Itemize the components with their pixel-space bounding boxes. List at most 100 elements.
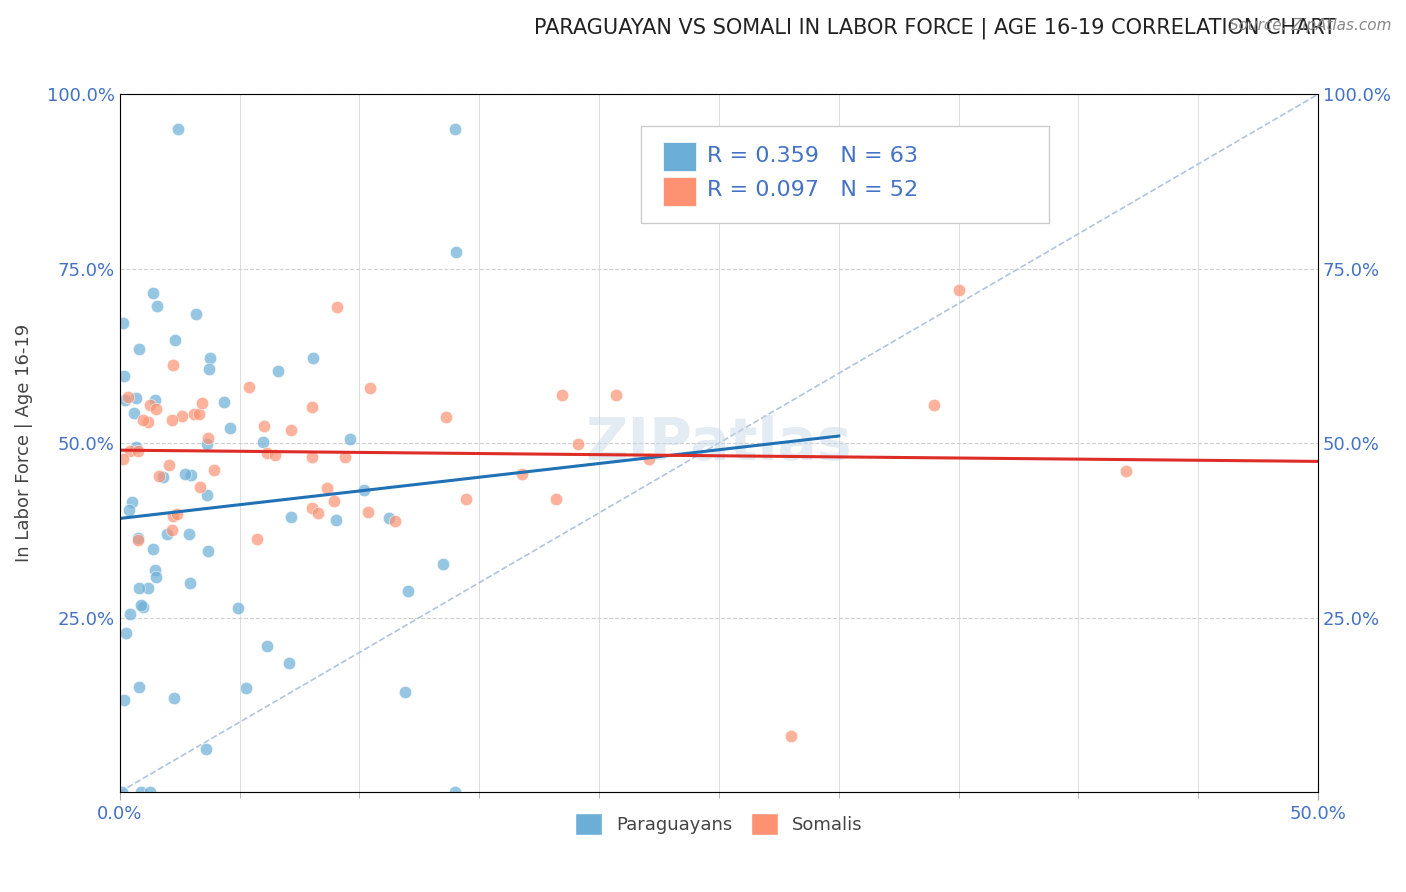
Point	[605, 388, 627, 402]
Y-axis label: In Labor Force | Age 16-19: In Labor Force | Age 16-19	[15, 324, 32, 562]
Point	[174, 467, 197, 481]
Point	[301, 351, 323, 365]
Point	[146, 299, 169, 313]
Point	[118, 607, 141, 621]
Point	[195, 488, 218, 502]
Point	[177, 526, 200, 541]
Point	[127, 532, 149, 546]
Point	[333, 450, 356, 464]
Legend: Paraguayans, Somalis: Paraguayans, Somalis	[568, 805, 870, 842]
Point	[117, 502, 139, 516]
Point	[359, 381, 381, 395]
Point	[253, 418, 276, 433]
Point	[219, 420, 242, 434]
Point	[198, 362, 221, 376]
Point	[184, 307, 207, 321]
Point	[139, 398, 162, 412]
Point	[280, 423, 302, 437]
Point	[432, 557, 454, 571]
Point	[139, 785, 162, 799]
Point	[238, 380, 260, 394]
Text: PARAGUAYAN VS SOMALI IN LABOR FORCE | AGE 16-19 CORRELATION CHART: PARAGUAYAN VS SOMALI IN LABOR FORCE | AG…	[534, 18, 1337, 39]
Text: Source: ZipAtlas.com: Source: ZipAtlas.com	[1229, 18, 1392, 33]
Point	[212, 395, 235, 409]
Point	[200, 351, 222, 365]
Point	[117, 390, 139, 404]
Point	[948, 283, 970, 297]
Point	[128, 680, 150, 694]
Point	[160, 413, 183, 427]
Point	[136, 415, 159, 429]
Point	[172, 409, 194, 423]
Point	[226, 601, 249, 615]
Point	[434, 410, 457, 425]
Point	[256, 445, 278, 459]
Point	[152, 470, 174, 484]
Point	[444, 244, 467, 259]
Point	[544, 492, 567, 507]
Point	[115, 625, 138, 640]
Point	[112, 369, 135, 384]
Point	[128, 342, 150, 356]
Text: R = 0.097   N = 52: R = 0.097 N = 52	[707, 180, 918, 201]
Bar	[662, 142, 696, 171]
Point	[195, 436, 218, 450]
Point	[118, 444, 141, 458]
Point	[188, 407, 211, 421]
Point	[162, 358, 184, 372]
Point	[638, 452, 661, 467]
Point	[163, 690, 186, 705]
Point	[127, 443, 149, 458]
Point	[129, 785, 152, 799]
Point	[162, 524, 184, 538]
Point	[256, 639, 278, 653]
Point	[114, 393, 136, 408]
Point	[252, 434, 274, 449]
Point	[510, 467, 533, 481]
Point	[111, 451, 134, 466]
Point	[322, 494, 344, 508]
Point	[454, 491, 477, 506]
Point	[167, 122, 190, 136]
Point	[132, 413, 155, 427]
Point	[112, 316, 135, 330]
Point	[194, 741, 217, 756]
Point	[142, 541, 165, 556]
Bar	[662, 177, 696, 206]
Point	[377, 511, 399, 525]
Point	[129, 598, 152, 612]
Point	[127, 533, 149, 547]
Point	[162, 508, 184, 523]
Point	[551, 388, 574, 402]
Point	[188, 480, 211, 494]
Point	[142, 285, 165, 300]
Point	[246, 532, 269, 546]
Point	[396, 583, 419, 598]
Point	[384, 514, 406, 528]
Point	[1115, 464, 1137, 478]
Point	[125, 391, 148, 405]
Point	[125, 440, 148, 454]
FancyBboxPatch shape	[641, 126, 1049, 223]
Point	[143, 563, 166, 577]
Point	[443, 785, 465, 799]
Point	[183, 407, 205, 421]
Point	[111, 785, 134, 799]
Point	[143, 392, 166, 407]
Point	[128, 582, 150, 596]
Point	[202, 462, 225, 476]
Text: R = 0.359   N = 63: R = 0.359 N = 63	[707, 145, 918, 166]
Point	[567, 437, 589, 451]
Point	[145, 570, 167, 584]
Point	[166, 507, 188, 521]
Point	[179, 576, 201, 591]
Point	[121, 494, 143, 508]
Point	[307, 506, 329, 520]
Text: ZIPatlas: ZIPatlas	[586, 415, 852, 472]
Point	[301, 401, 323, 415]
Point	[444, 122, 467, 136]
Point	[122, 406, 145, 420]
Point	[315, 481, 337, 495]
Point	[156, 527, 179, 541]
Point	[157, 458, 180, 472]
